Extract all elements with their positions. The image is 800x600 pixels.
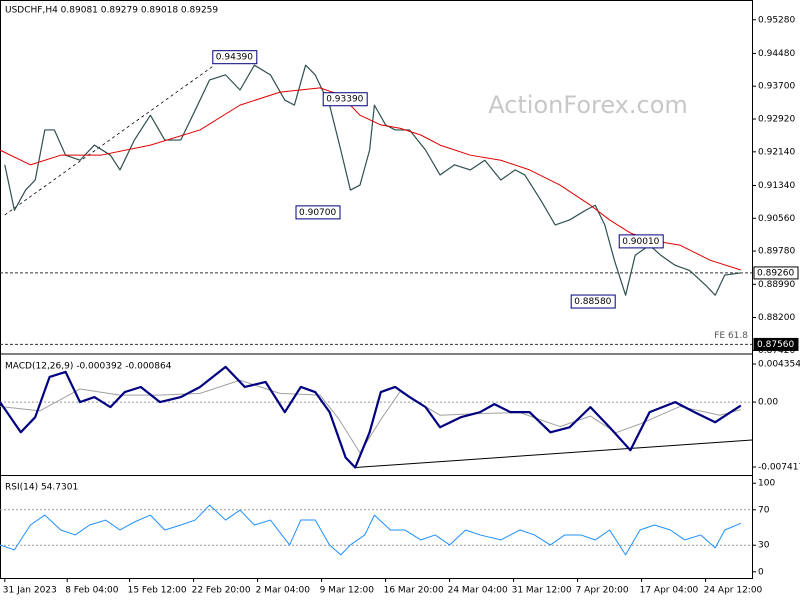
y-tick-label: 0.92140 xyxy=(758,147,795,157)
panel-title: RSI(14) 54.7301 xyxy=(5,483,78,493)
y-tick-label: 0.93700 xyxy=(758,82,795,92)
x-tick-label: 8 Feb 04:00 xyxy=(65,586,119,596)
annotation-label: 0.90010 xyxy=(622,237,659,247)
annotation-label: 0.88580 xyxy=(574,297,611,307)
annotation-label: 0.94390 xyxy=(216,53,253,63)
x-tick-label: 24 Apr 12:00 xyxy=(704,586,763,596)
y-tick-label: 70 xyxy=(758,505,770,515)
y-tick-label: 0.90560 xyxy=(758,214,795,224)
annotation-box xyxy=(618,234,664,249)
level-label: 0.89260 xyxy=(757,268,794,278)
panel-title: USDCHF,H4 0.89081 0.89279 0.89018 0.8925… xyxy=(5,6,218,16)
x-tick-label: 15 Feb 12:00 xyxy=(128,586,187,596)
series-line xyxy=(0,87,741,271)
x-tick-label: 31 Jan 2023 xyxy=(3,586,57,596)
series-line xyxy=(0,379,741,454)
y-tick-label: 0.88990 xyxy=(758,280,795,290)
y-tick-label: -0.007417 xyxy=(758,462,800,472)
annotation-label: 0.93390 xyxy=(326,95,363,105)
y-tick-label: 100 xyxy=(758,479,775,489)
annotation-box xyxy=(322,92,368,107)
level-note: FE 61.8 xyxy=(714,331,748,341)
series-line xyxy=(0,504,741,556)
x-tick-label: 16 Mar 20:00 xyxy=(384,586,444,596)
series-line xyxy=(4,64,741,296)
y-tick-label: 0.95280 xyxy=(758,15,795,25)
level-label-box xyxy=(753,337,799,351)
y-tick-label: 0 xyxy=(758,567,764,577)
trendline xyxy=(355,439,753,469)
y-tick-label: 0.89780 xyxy=(758,247,795,257)
x-tick-label: 2 Mar 04:00 xyxy=(256,586,311,596)
series-line xyxy=(0,365,742,469)
y-tick-label: 0.88200 xyxy=(758,313,795,323)
x-tick-label: 17 Apr 04:00 xyxy=(640,586,699,596)
annotation-box xyxy=(295,205,341,220)
trendline xyxy=(4,64,215,216)
y-tick-label: 0.00 xyxy=(758,398,778,408)
x-tick-label: 24 Mar 04:00 xyxy=(448,586,508,596)
y-tick-label: 30 xyxy=(758,541,770,551)
y-tick-label: 0.92920 xyxy=(758,115,795,125)
annotation-box xyxy=(212,50,258,65)
y-tick-label: 0.94480 xyxy=(758,49,795,59)
annotation-box xyxy=(570,294,616,309)
watermark: ActionForex.com xyxy=(488,91,688,119)
y-tick-label: 0.91340 xyxy=(758,181,795,191)
x-tick-label: 31 Mar 12:00 xyxy=(512,586,572,596)
panel-title: MACD(12,26,9) -0.000392 -0.000864 xyxy=(5,362,172,372)
x-tick-label: 22 Feb 20:00 xyxy=(192,586,251,596)
frame xyxy=(0,0,753,579)
level-label-box xyxy=(753,266,799,280)
level-label: 0.87560 xyxy=(757,340,794,350)
x-tick-label: 7 Apr 20:00 xyxy=(576,586,629,596)
y-tick-label: 0.004354 xyxy=(758,360,800,370)
annotation-label: 0.90700 xyxy=(299,208,336,218)
x-tick-label: 9 Mar 12:00 xyxy=(320,586,375,596)
